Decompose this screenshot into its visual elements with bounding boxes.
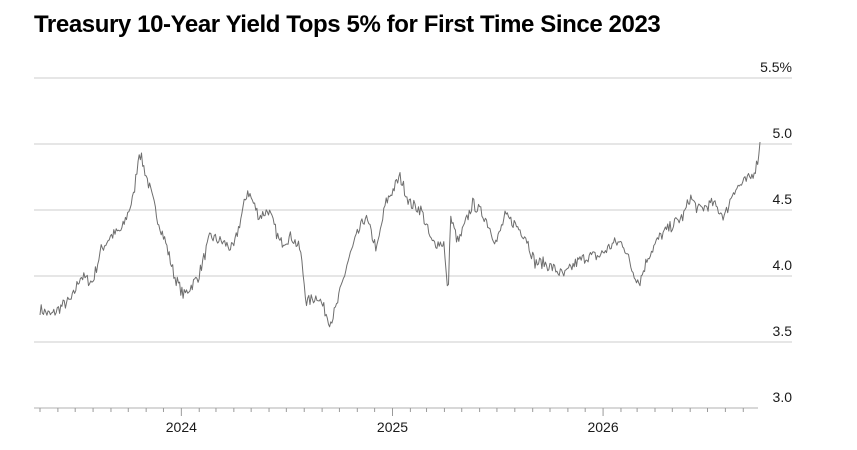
y-tick-label: 3.5 — [773, 323, 793, 339]
yield-series-line — [39, 141, 761, 328]
y-tick-label: 5.5% — [760, 59, 792, 75]
y-tick-label: 3.0 — [773, 389, 793, 405]
y-axis-ticks: 5.5% 5.0 4.5 4.0 3.5 3.0 — [760, 59, 792, 405]
chart-title: Treasury 10-Year Yield Tops 5% for First… — [34, 11, 661, 38]
y-tick-label: 4.5 — [773, 191, 793, 207]
x-tick-label: 2025 — [377, 419, 408, 435]
y-tick-label: 5.0 — [773, 125, 793, 141]
x-tick-label: 2024 — [166, 419, 197, 435]
x-tick-label: 2026 — [587, 419, 618, 435]
y-tick-label: 4.0 — [773, 257, 793, 273]
x-axis: 2024 2025 2026 — [34, 407, 758, 435]
series-layer — [39, 141, 761, 328]
gridlines — [34, 77, 792, 343]
